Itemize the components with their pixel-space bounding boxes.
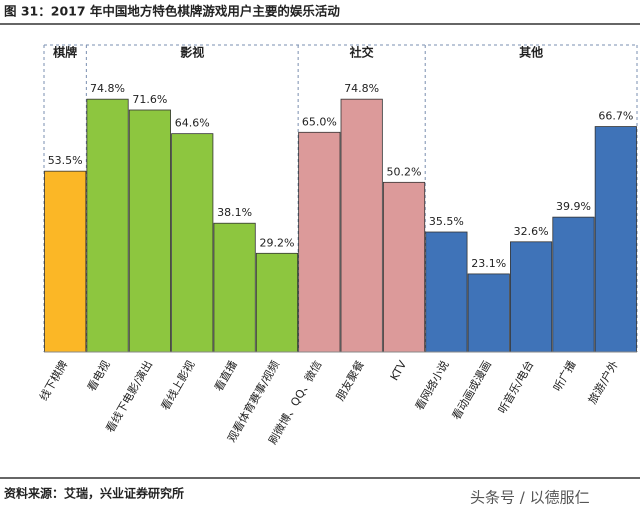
value-label: 74.8%: [90, 82, 125, 95]
group-label: 影视: [180, 45, 204, 60]
x-tick-label: 听广播: [550, 358, 579, 394]
bar: [510, 241, 553, 353]
x-tick-label: 看动画或漫画: [449, 358, 494, 422]
group-label: 其他: [519, 45, 543, 60]
x-tick-label: 看线下电影/演出: [103, 358, 155, 435]
value-label: 38.1%: [217, 206, 252, 219]
bar: [298, 131, 341, 353]
bar: [128, 109, 171, 353]
x-tick-label: 线下棋牌: [36, 358, 70, 403]
x-tick-label: KTV: [388, 358, 410, 383]
value-label: 66.7%: [598, 110, 633, 123]
x-tick-label: 看直播: [211, 358, 240, 394]
bar: [467, 273, 510, 353]
x-tick-label: 朋友聚餐: [333, 358, 367, 403]
chart-title: 图 31：2017 年中国地方特色棋牌游戏用户主要的娱乐活动: [4, 4, 340, 19]
value-label: 71.6%: [132, 93, 167, 106]
bar: [552, 216, 595, 353]
value-label: 65.0%: [302, 115, 337, 128]
value-label: 64.6%: [175, 117, 210, 130]
bar: [86, 98, 129, 353]
x-tick-label: 看网络小说: [412, 358, 452, 413]
bar: [44, 170, 87, 353]
bar: [594, 126, 637, 353]
bar: [255, 252, 299, 353]
bar: [382, 181, 426, 353]
x-tick-label: 听音乐/电台: [495, 358, 536, 416]
value-label: 32.6%: [514, 225, 549, 238]
bar: [425, 231, 468, 353]
group-label: 棋牌: [53, 45, 77, 60]
value-label: 53.5%: [48, 154, 83, 167]
watermark: 头条号 / 以德服仁: [470, 489, 590, 507]
source: 资料来源：艾瑞，兴业证券研究所: [4, 486, 184, 501]
value-label: 74.8%: [344, 82, 379, 95]
x-tick-label: 看线上影视: [158, 358, 198, 413]
bar: [171, 133, 214, 353]
bar: [340, 98, 383, 353]
value-label: 50.2%: [387, 165, 422, 178]
value-label: 35.5%: [429, 215, 464, 228]
x-tick-label: 看电视: [84, 358, 113, 394]
x-tick-label: 旅游/户外: [585, 358, 621, 406]
group-label: 社交: [349, 45, 374, 60]
value-label: 39.9%: [556, 200, 591, 213]
bar: [213, 222, 256, 353]
value-label: 23.1%: [471, 257, 506, 270]
value-label: 29.2%: [259, 236, 294, 249]
